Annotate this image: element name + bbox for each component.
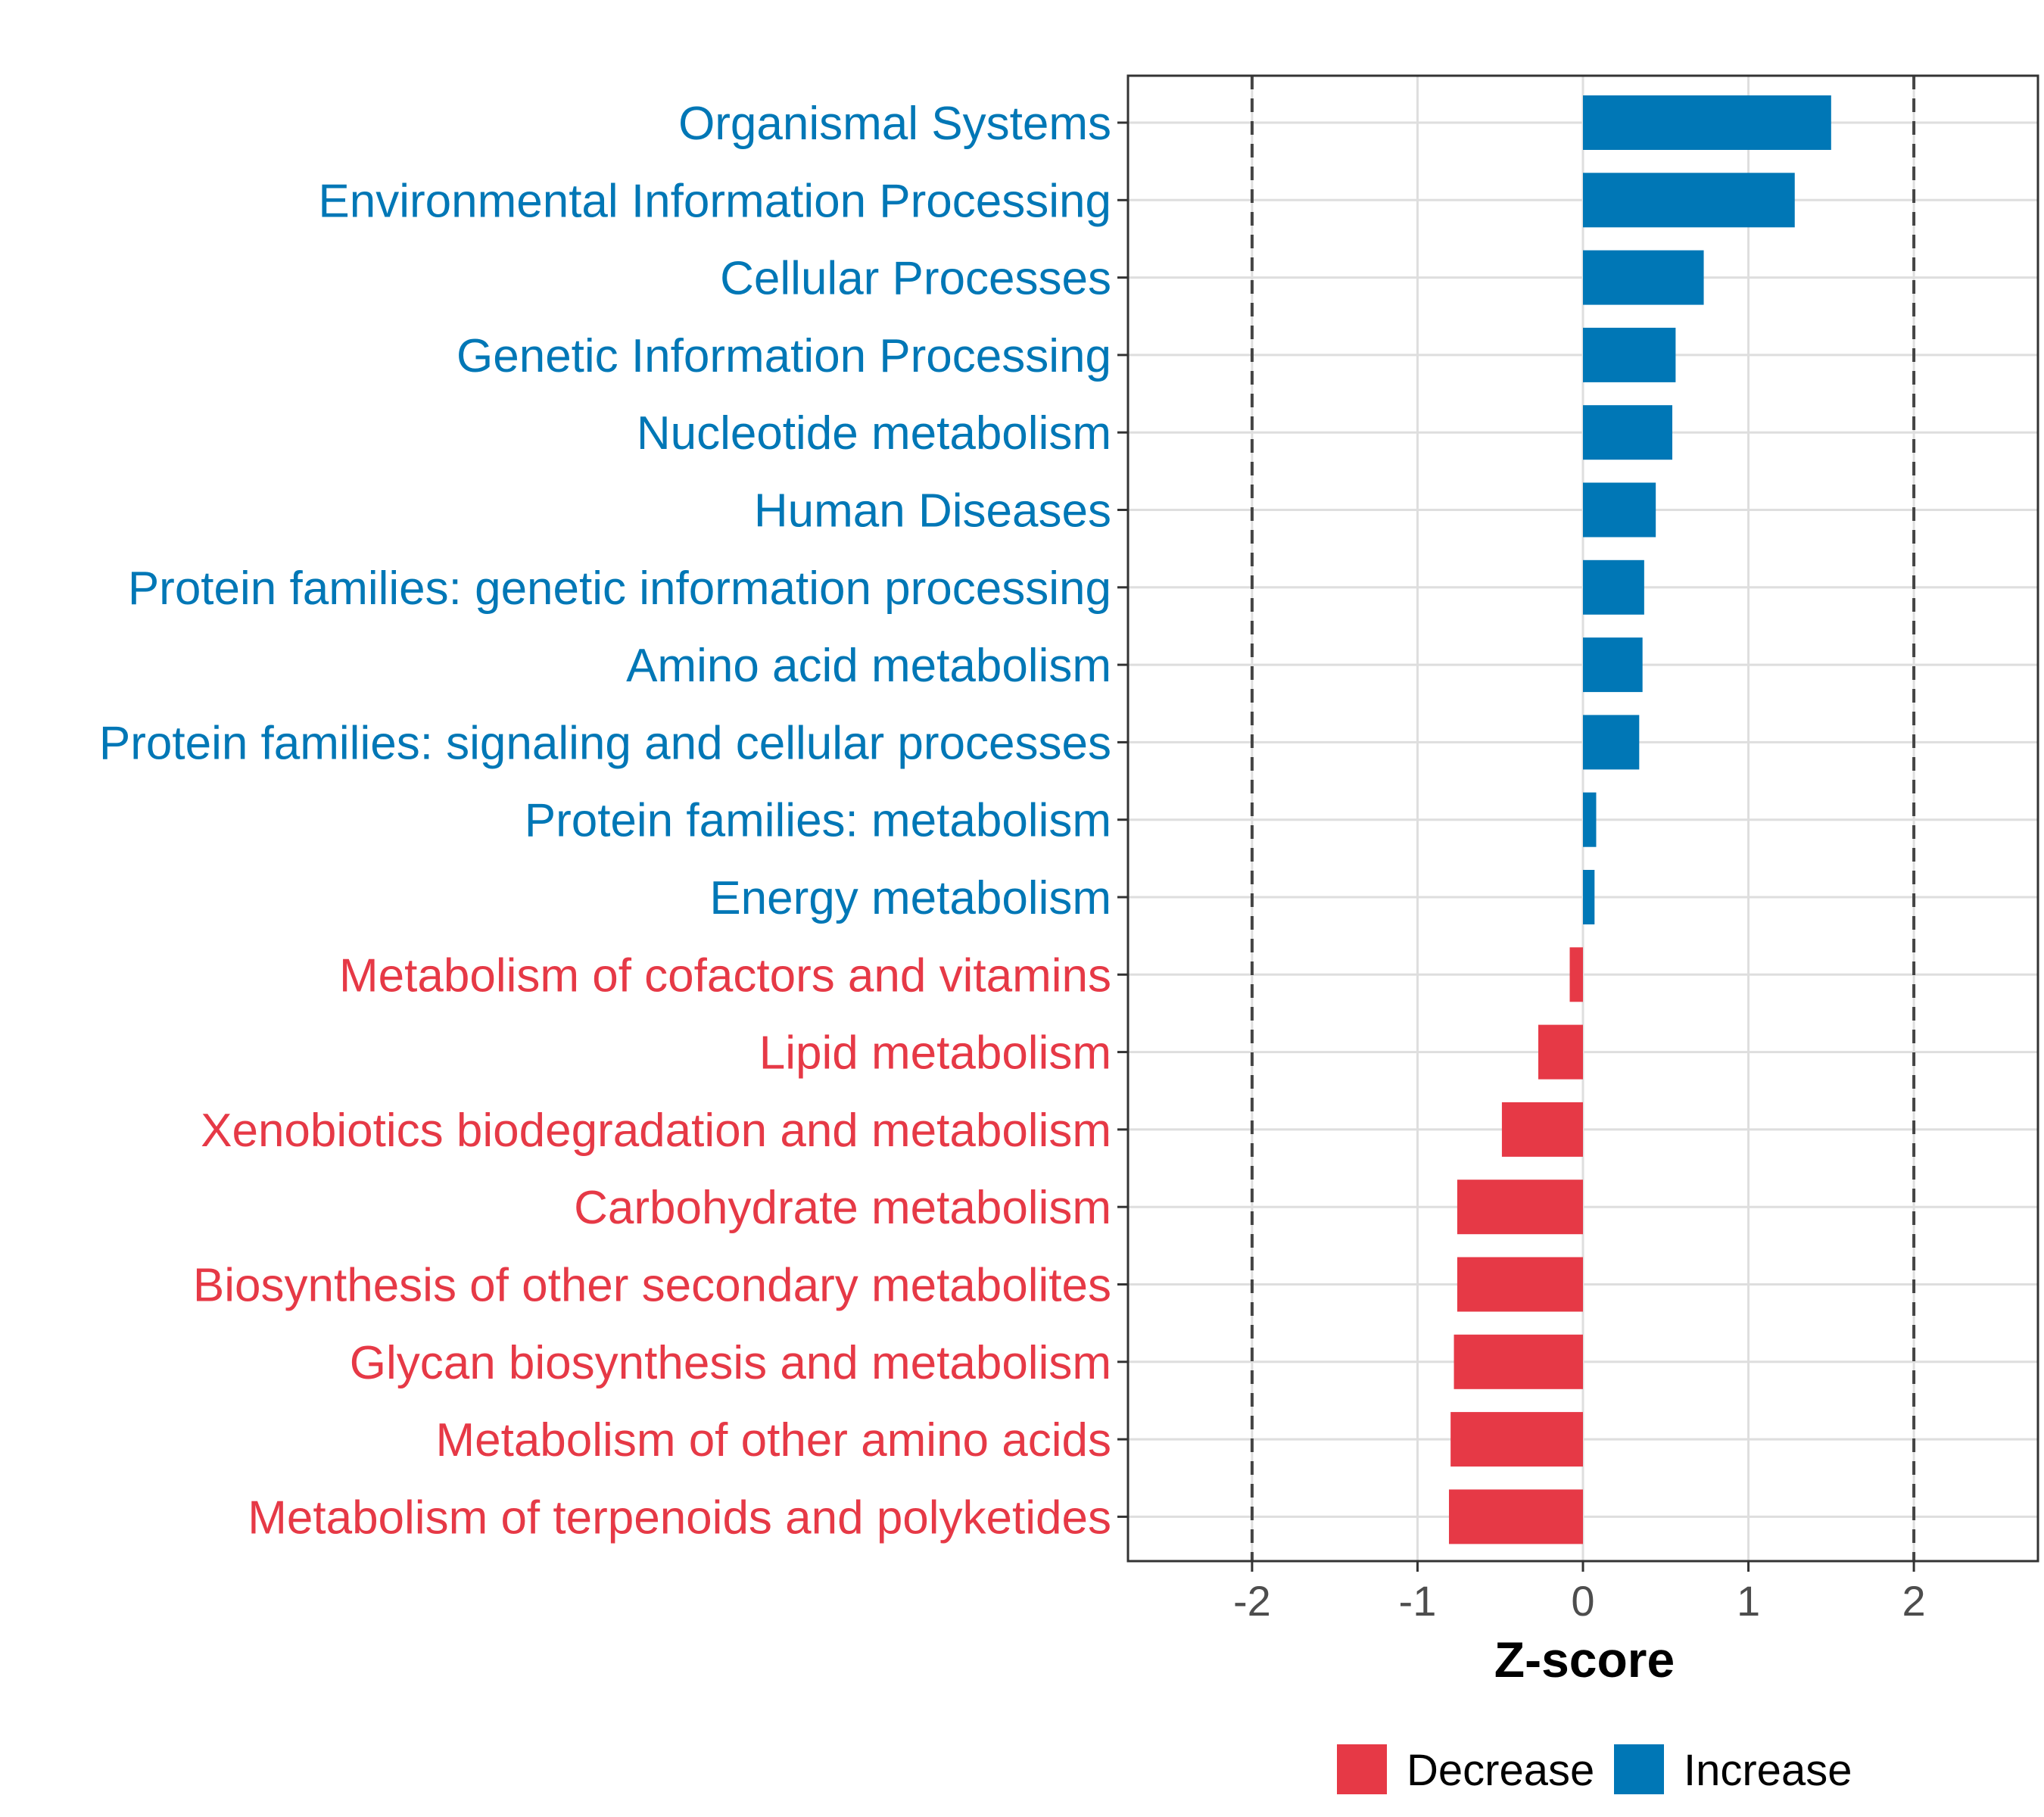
- category-label-11: Metabolism of cofactors and vitamins: [339, 949, 1111, 1002]
- bar-1: [1583, 173, 1795, 228]
- bar-9: [1583, 792, 1597, 847]
- category-label-5: Human Diseases: [754, 485, 1111, 538]
- x-axis: -2 -1 0 1 2: [1233, 1561, 1926, 1625]
- bar-13: [1501, 1102, 1583, 1157]
- category-label-4: Nucleotide metabolism: [637, 407, 1111, 460]
- reference-lines: [1250, 76, 1916, 1561]
- bar-12: [1538, 1024, 1583, 1080]
- legend-label-decrease: Decrease: [1407, 1746, 1594, 1795]
- bar-16: [1454, 1334, 1583, 1389]
- x-tick-label-0: -2: [1233, 1577, 1271, 1625]
- y-axis-labels: Organismal Systems Environmental Informat…: [99, 98, 1111, 1544]
- bar-8: [1583, 715, 1640, 770]
- category-label-12: Lipid metabolism: [759, 1027, 1111, 1080]
- bar-18: [1448, 1489, 1583, 1544]
- x-tick-label-3: 1: [1737, 1577, 1760, 1625]
- legend-swatch-increase: [1614, 1744, 1664, 1794]
- bar-15: [1457, 1257, 1583, 1312]
- category-label-15: Biosynthesis of other secondary metaboli…: [193, 1260, 1111, 1312]
- bar-17: [1450, 1412, 1583, 1467]
- y-axis-ticks: [1117, 121, 1128, 1518]
- category-label-6: Protein families: genetic information pr…: [128, 563, 1111, 615]
- category-label-10: Energy metabolism: [709, 872, 1111, 924]
- category-label-7: Amino acid metabolism: [626, 640, 1111, 692]
- category-label-8: Protein families: signaling and cellular…: [99, 717, 1111, 769]
- legend-label-increase: Increase: [1684, 1746, 1852, 1795]
- category-label-3: Genetic Information Processing: [456, 330, 1111, 382]
- category-label-16: Glycan biosynthesis and metabolism: [350, 1337, 1111, 1389]
- bar-2: [1583, 250, 1704, 305]
- bar-10: [1583, 870, 1595, 924]
- x-tick-label-2: 0: [1571, 1577, 1594, 1625]
- category-label-14: Carbohydrate metabolism: [574, 1182, 1111, 1234]
- category-label-18: Metabolism of terpenoids and polyketides: [248, 1491, 1111, 1544]
- category-label-13: Xenobiotics biodegradation and metabolis…: [201, 1105, 1111, 1157]
- category-label-2: Cellular Processes: [720, 253, 1111, 305]
- category-label-9: Protein families: metabolism: [525, 795, 1111, 847]
- bar-6: [1583, 559, 1644, 615]
- bar-3: [1583, 327, 1676, 382]
- x-tick-label-4: 2: [1902, 1577, 1926, 1625]
- legend-swatch-decrease: [1337, 1744, 1387, 1794]
- bar-11: [1569, 947, 1583, 1002]
- category-label-0: Organismal Systems: [678, 98, 1111, 150]
- bar-0: [1583, 95, 1831, 150]
- category-label-17: Metabolism of other amino acids: [435, 1414, 1111, 1466]
- bars: [1448, 95, 1831, 1544]
- x-axis-title: Z-score: [1494, 1632, 1675, 1688]
- category-label-1: Environmental Information Processing: [318, 175, 1111, 227]
- bar-5: [1583, 482, 1656, 538]
- bar-4: [1583, 405, 1673, 460]
- x-tick-label-1: -1: [1399, 1577, 1437, 1625]
- legend: Decrease Increase: [1337, 1744, 1852, 1795]
- bar-14: [1457, 1180, 1583, 1235]
- bar-7: [1583, 637, 1643, 693]
